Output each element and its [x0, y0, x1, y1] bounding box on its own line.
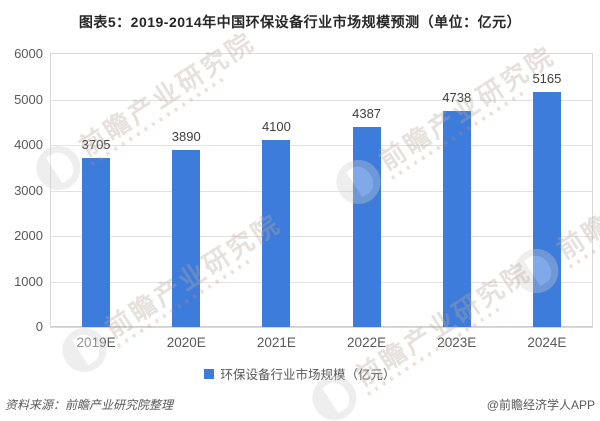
bar — [262, 140, 291, 327]
y-tick-label: 0 — [35, 319, 43, 334]
gridline — [51, 281, 592, 283]
bar-value-label: 5165 — [532, 71, 562, 86]
bar-value-label: 3890 — [171, 129, 201, 145]
gridline — [51, 236, 592, 237]
bar-value-label: 4100 — [261, 119, 291, 135]
bar — [82, 158, 111, 327]
gridline — [51, 99, 592, 101]
x-tick-label: 2019E — [76, 335, 116, 350]
gridline — [51, 145, 592, 146]
x-tick-label: 2021E — [256, 335, 296, 350]
x-tick-label: 2023E — [437, 335, 477, 350]
y-tick-label: 1000 — [14, 273, 43, 289]
x-tick-label: 2022E — [347, 335, 387, 350]
y-tick-label: 2000 — [14, 228, 43, 243]
source-note: 资料来源：前瞻产业研究院整理 — [5, 398, 174, 412]
bar-value-label: 4387 — [352, 106, 382, 122]
y-tick-label: 3000 — [14, 182, 43, 198]
y-tick-label: 6000 — [14, 46, 43, 61]
bar — [442, 111, 471, 327]
y-tick-label: 4000 — [14, 137, 43, 152]
legend-marker-swatch — [204, 368, 215, 379]
bar — [172, 150, 201, 327]
legend: 环保设备行业市场规模（亿元） — [0, 364, 600, 383]
x-axis-line — [51, 326, 592, 327]
y-tick-label: 5000 — [14, 91, 43, 107]
bar-value-label: 3705 — [81, 137, 111, 153]
chart-title: 图表5：2019-2014年中国环保设备行业市场规模预测（单位：亿元） — [78, 14, 522, 30]
app-credit: @前瞻经济学人APP — [486, 398, 595, 412]
x-tick-label: 2020E — [166, 335, 206, 350]
x-tick-label: 2024E — [527, 335, 567, 350]
plot-area: 0 1000 2000 3000 4000 5000 6000 3705 2019E 3890 20… — [14, 47, 593, 350]
gridline — [51, 190, 592, 192]
bar-value-label: 4738 — [442, 90, 472, 106]
bar — [532, 92, 561, 327]
bar — [352, 127, 381, 327]
legend-series-label: 环保设备行业市场规模（亿元） — [220, 368, 396, 382]
